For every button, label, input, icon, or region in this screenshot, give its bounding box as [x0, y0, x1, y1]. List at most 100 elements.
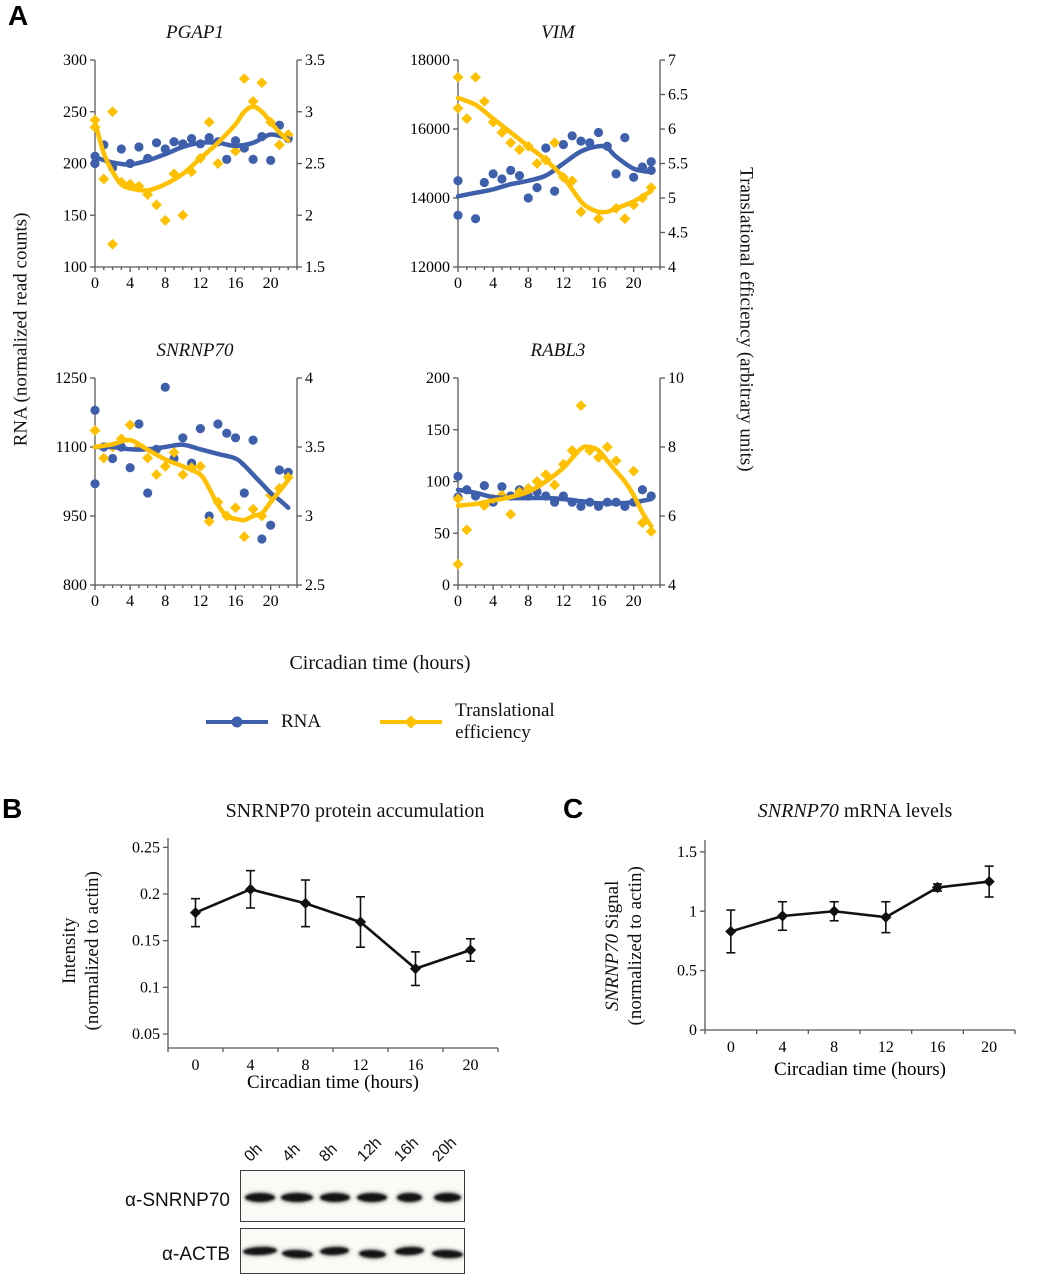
series-rna	[453, 127, 656, 224]
svg-text:200: 200	[63, 156, 87, 173]
svg-text:16000: 16000	[410, 121, 450, 138]
panel-c-title-gene: SNRNP70	[757, 800, 839, 822]
chart-snrnp70-protein: 0.05 0.1 0.15 0.2 0.25 0 4 8 12 16 20 Circadian tim…	[132, 838, 499, 1092]
svg-text:16: 16	[930, 1039, 946, 1056]
svg-text:6: 6	[668, 508, 676, 525]
chart-title-snrnp70: SNRNP70	[156, 340, 234, 361]
svg-text:8: 8	[161, 593, 169, 610]
legend-label: Translational efficiency	[455, 700, 555, 743]
axes	[90, 377, 302, 590]
chart-snrnp70-mrna: 0 0.5 1 1.5 0 4 8 12 16 20 Circadian time (hours)	[677, 840, 1016, 1080]
chart-title-rabl3: RABL3	[530, 340, 586, 361]
panel-c-title-rest: mRNA levels	[838, 800, 953, 822]
axes	[453, 59, 665, 272]
series-rna-trend	[455, 143, 654, 199]
blot-band	[320, 1245, 350, 1256]
svg-text:4: 4	[779, 1039, 787, 1056]
svg-text:0: 0	[91, 275, 99, 292]
svg-text:1100: 1100	[56, 439, 87, 456]
svg-text:2: 2	[305, 207, 313, 224]
svg-text:7: 7	[668, 52, 676, 69]
svg-text:Circadian time (hours): Circadian time (hours)	[774, 1059, 946, 1080]
svg-text:16: 16	[591, 593, 607, 610]
svg-text:12000: 12000	[410, 259, 450, 276]
series-rna-trend	[92, 132, 291, 167]
blot-lane-label: 12h	[353, 1134, 385, 1166]
svg-text:5.5: 5.5	[668, 156, 688, 173]
error-bars	[726, 865, 994, 954]
svg-text:16: 16	[228, 275, 244, 292]
series-translational-efficiency-trend	[455, 444, 654, 529]
svg-text:4: 4	[247, 1057, 255, 1074]
svg-text:950: 950	[63, 508, 87, 525]
blot-band	[431, 1248, 463, 1259]
chart-snrnp70: 800 950 1100 1250 2.5 3 3.5 4 0 4 8 12 16 20	[55, 370, 325, 610]
chart-block-pgap1: PGAP1 100 150 200 250 300 1.5 2 2.5 3 3.5 0 4 8 12 16 2…	[45, 18, 345, 305]
svg-text:18000: 18000	[410, 52, 450, 69]
svg-text:8: 8	[302, 1057, 310, 1074]
axes	[163, 838, 499, 1052]
panel-a-xlabel: Circadian time (hours)	[289, 652, 471, 674]
svg-text:6: 6	[668, 121, 676, 138]
panel-label-b: B	[2, 793, 23, 824]
svg-text:2.5: 2.5	[305, 577, 325, 594]
panel-a-right-axis-label: Translational efficiency (arbitrary unit…	[735, 167, 757, 472]
panel-c-title: SNRNP70 mRNA levels	[655, 800, 1044, 823]
svg-text:0: 0	[454, 593, 462, 610]
svg-text:4: 4	[489, 275, 497, 292]
blot-band	[397, 1192, 423, 1202]
chart-vim: 12000 14000 16000 18000 4 4.5 5 5.5 6 6.5 7 0 4 8 12 16…	[410, 52, 688, 292]
panel-c-ylabel: SNRNP70 Signal (normalized to actin)	[602, 826, 648, 1066]
chart-title-vim: VIM	[541, 22, 575, 43]
legend-label: RNA	[281, 710, 322, 732]
series-rna	[90, 382, 293, 544]
blot-row-label-snrnp70: α-SNRNP70	[125, 1190, 230, 1211]
series-rna-trend	[455, 487, 654, 506]
svg-text:20: 20	[626, 275, 642, 292]
panel-b-title: SNRNP70 protein accumulation	[225, 800, 485, 822]
series-translational-efficiency-trend	[92, 437, 291, 523]
svg-text:0: 0	[454, 275, 462, 292]
svg-text:8: 8	[524, 275, 532, 292]
svg-text:100: 100	[63, 259, 87, 276]
svg-text:10: 10	[668, 370, 684, 387]
te-legend-marker-icon	[380, 715, 443, 729]
svg-text:12: 12	[192, 593, 208, 610]
blot-band	[242, 1245, 277, 1256]
tick-labels: 12000 14000 16000 18000 4 4.5 5 5.5 6 6.5 7 0 4 8 12 16…	[410, 52, 688, 292]
rna-legend-marker-icon	[206, 716, 268, 728]
svg-text:150: 150	[63, 207, 87, 224]
chart-block-rabl3: RABL3 0 50 100 150 200 4 6 8 10 0 4 8 12 16 20	[408, 336, 708, 623]
svg-text:8: 8	[161, 275, 169, 292]
series-line	[725, 875, 995, 938]
svg-text:20: 20	[263, 593, 279, 610]
series-translational-efficiency	[89, 419, 294, 543]
svg-text:1.5: 1.5	[305, 259, 325, 276]
svg-text:250: 250	[63, 104, 87, 121]
svg-text:1250: 1250	[55, 370, 87, 387]
svg-text:0.05: 0.05	[132, 1026, 160, 1043]
legend-item-te: Translational efficiency	[379, 700, 573, 744]
tick-labels: 0.05 0.1 0.15 0.2 0.25 0 4 8 12 16 20 Circadian tim…	[132, 839, 479, 1092]
svg-text:16: 16	[591, 275, 607, 292]
svg-text:8: 8	[830, 1039, 838, 1056]
blot-box-1	[240, 1228, 465, 1274]
svg-text:8: 8	[668, 439, 676, 456]
svg-text:0.2: 0.2	[140, 886, 160, 903]
svg-text:20: 20	[626, 593, 642, 610]
svg-text:12: 12	[192, 275, 208, 292]
svg-text:4: 4	[305, 370, 313, 387]
svg-text:0: 0	[442, 577, 450, 594]
svg-text:5: 5	[668, 190, 676, 207]
svg-text:4: 4	[668, 259, 676, 276]
svg-text:12: 12	[555, 275, 571, 292]
svg-text:150: 150	[426, 422, 450, 439]
series-translational-efficiency	[452, 71, 657, 225]
svg-text:1: 1	[689, 903, 697, 920]
series-rna-trend	[92, 442, 291, 510]
blot-band	[281, 1192, 314, 1202]
svg-text:50: 50	[434, 525, 450, 542]
tick-labels: 800 950 1100 1250 2.5 3 3.5 4 0 4 8 12 16 20	[55, 370, 325, 610]
